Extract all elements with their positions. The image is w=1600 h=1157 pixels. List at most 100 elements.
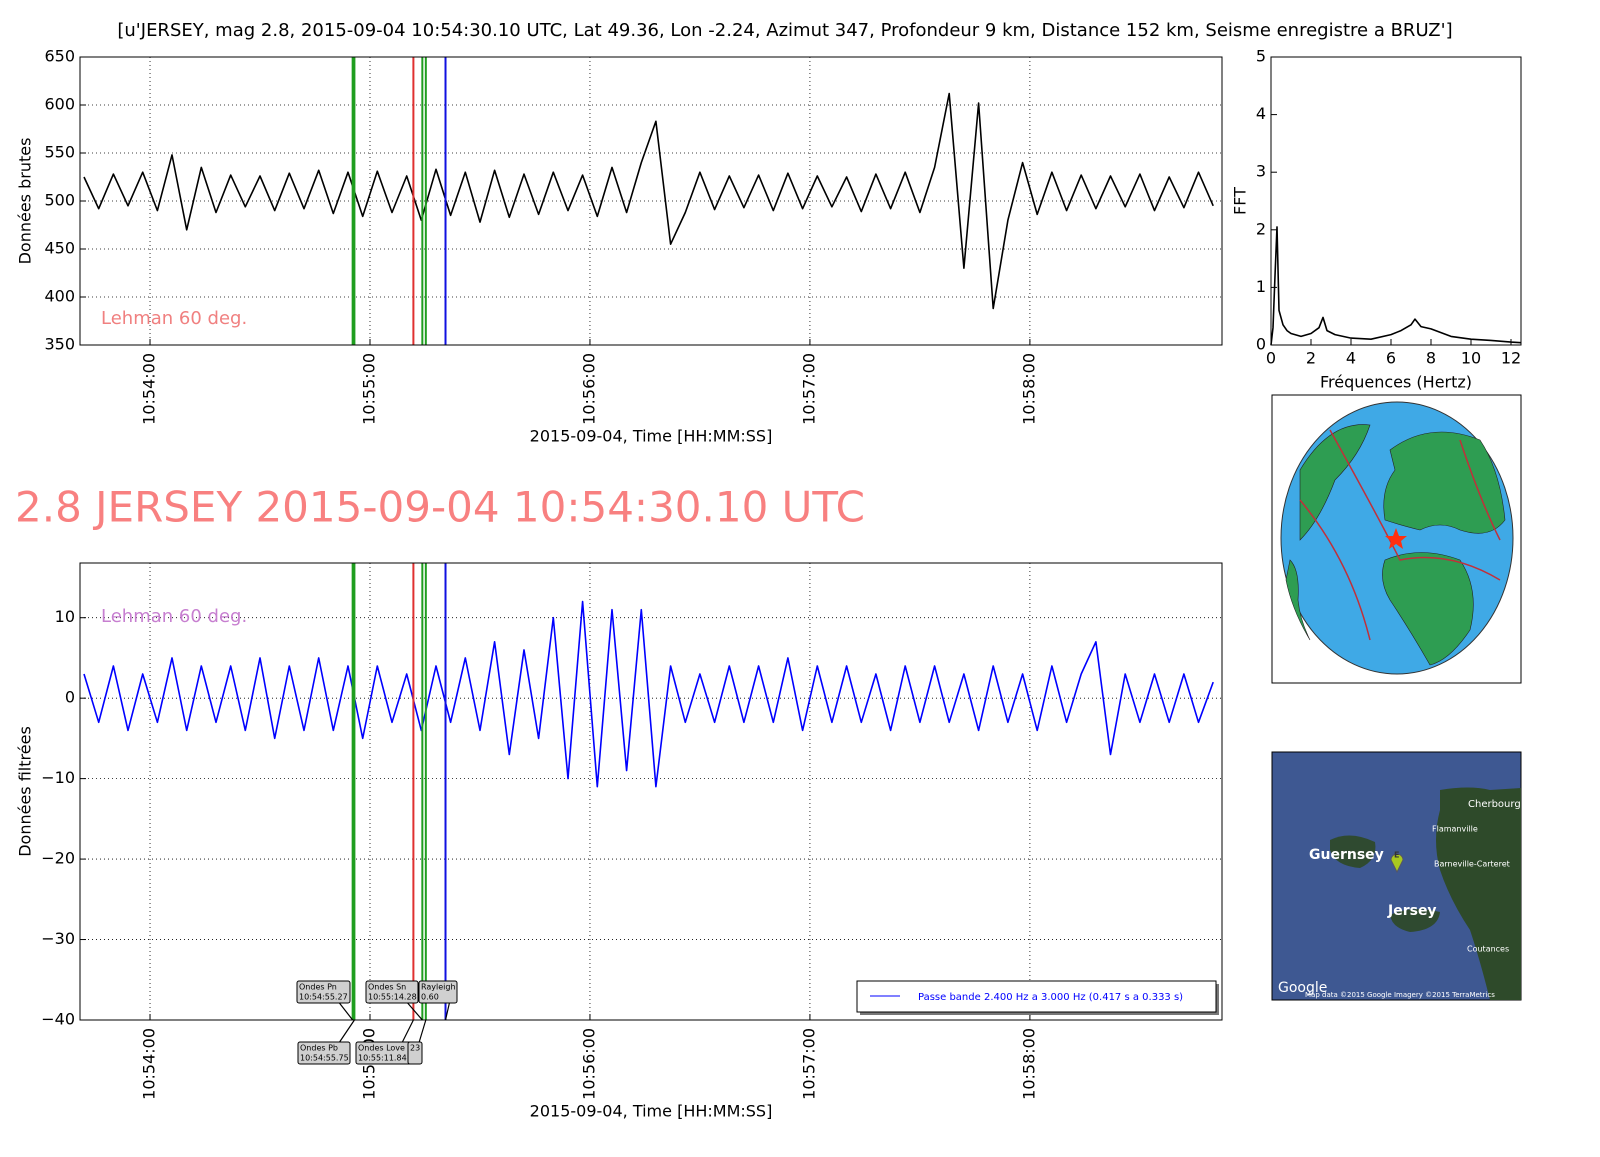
- epicenter-star: [1385, 528, 1407, 549]
- y-axis-label: FFT: [1231, 187, 1250, 215]
- phase-arrow: [338, 1002, 354, 1021]
- plot-area: [1271, 57, 1521, 345]
- plate-boundary: [1299, 429, 1501, 641]
- y-tick-label: 0: [65, 688, 75, 707]
- map-panel: [1271, 751, 1522, 1001]
- land: [1285, 559, 1311, 641]
- map-label: Google: [1278, 980, 1327, 996]
- x-tick-label: 0: [1266, 349, 1276, 368]
- map-label: Jersey: [1387, 903, 1437, 919]
- x-tick-label: 10: [1461, 349, 1481, 368]
- phase-arrow: [407, 1002, 423, 1021]
- phase-label: Ondes Love: [358, 1044, 405, 1053]
- land: [1436, 787, 1521, 1000]
- phase-arrow: [401, 1019, 414, 1043]
- y-axis-label: Données brutes: [16, 138, 35, 265]
- annotation: Lehman 60 deg.: [101, 308, 247, 329]
- y-tick-label: −10: [41, 768, 75, 787]
- plot-frame: [79, 56, 1223, 346]
- x-tick-label: 10:55:00: [359, 353, 378, 425]
- legend-label: Passe bande 2.400 Hz a 3.000 Hz (0.417 s…: [918, 992, 1183, 1003]
- legend: [856, 980, 1217, 1013]
- y-tick-label: −20: [41, 849, 75, 868]
- phase-label: 10:54:55.27: [299, 993, 348, 1002]
- phase-label-box: [407, 1041, 423, 1065]
- plot-area: [80, 57, 1222, 345]
- data-line: [83, 92, 1214, 310]
- x-tick-label: 10:56:00: [579, 1028, 598, 1100]
- y-tick-label: 550: [44, 143, 75, 162]
- phase-arrow: [444, 1002, 450, 1021]
- x-tick-label: 12: [1501, 349, 1521, 368]
- phase-label: Ondes Pn: [299, 983, 337, 992]
- y-tick-label: 5: [1256, 47, 1266, 66]
- map-label: Coutances: [1467, 945, 1509, 954]
- phase-label: 10:54:55.75: [300, 1054, 349, 1063]
- phase-arrow: [339, 1019, 355, 1043]
- x-tick-label: 2: [1306, 349, 1316, 368]
- x-axis-label: Fréquences (Hertz): [1320, 373, 1472, 392]
- y-axis-label: Données filtrées: [16, 726, 35, 857]
- x-tick-label: 8: [1426, 349, 1436, 368]
- map-label: Cherbourg: [1468, 799, 1521, 810]
- y-tick-label: 4: [1256, 104, 1266, 123]
- y-tick-label: 2: [1256, 219, 1266, 238]
- annotation: Lehman 60 deg.: [101, 606, 247, 627]
- x-tick-label: 10:54:00: [140, 353, 159, 425]
- land: [1383, 431, 1506, 534]
- y-tick-label: 400: [44, 287, 75, 306]
- x-axis-label: 2015-09-04, Time [HH:MM:SS]: [530, 427, 773, 446]
- phase-label-box: [296, 980, 351, 1004]
- x-axis-label: 2015-09-04, Time [HH:MM:SS]: [530, 1102, 773, 1121]
- suptitle: [u'JERSEY, mag 2.8, 2015-09-04 10:54:30.…: [117, 20, 1452, 41]
- phase-arrow: [418, 1019, 427, 1043]
- y-tick-label: 500: [44, 191, 75, 210]
- data-line: [1270, 226, 1522, 346]
- y-tick-label: 650: [44, 47, 75, 66]
- y-tick-label: 450: [44, 239, 75, 258]
- x-tick-label: 10:58:00: [1019, 1028, 1038, 1100]
- phase-label: Ondes Sn: [368, 983, 406, 992]
- y-tick-label: 3: [1256, 162, 1266, 181]
- y-tick-label: 0: [1256, 335, 1266, 354]
- plot-frame: [79, 562, 1223, 1021]
- x-tick-label: 10:54:00: [140, 1028, 159, 1100]
- globe-panel: [1271, 394, 1522, 684]
- phase-label-box: [418, 980, 458, 1004]
- y-tick-label: 350: [44, 335, 75, 354]
- phase-label: Rayleigh: [421, 983, 456, 992]
- y-tick-label: 10: [55, 607, 75, 626]
- phase-label: 10:55:11.84: [358, 1054, 407, 1063]
- plot-area: [80, 563, 1222, 1020]
- y-tick-label: −40: [41, 1010, 75, 1029]
- phase-label: 23: [410, 1044, 420, 1053]
- y-tick-label: −30: [41, 929, 75, 948]
- x-tick-label: 10:56:00: [579, 353, 598, 425]
- headline: 2.8 JERSEY 2015-09-04 10:54:30.10 UTC: [15, 483, 865, 532]
- map-label: Map data ©2015 Google Imagery ©2015 Terr…: [1305, 991, 1495, 999]
- x-tick-label: 6: [1386, 349, 1396, 368]
- land: [1390, 909, 1440, 932]
- land: [1330, 835, 1376, 868]
- phase-label-box: [365, 980, 419, 1004]
- phase-label: 0.60: [421, 993, 439, 1002]
- data-line: [83, 600, 1214, 788]
- x-tick-label: 4: [1346, 349, 1356, 368]
- y-tick-label: 1: [1256, 277, 1266, 296]
- x-tick-label: 10:58:00: [1019, 353, 1038, 425]
- phase-label-box: [297, 1041, 351, 1065]
- map-label: Flamanville: [1432, 825, 1478, 834]
- phase-label: 10:55:14.28: [368, 993, 417, 1002]
- x-tick-label: 10:57:00: [799, 1028, 818, 1100]
- map-label: Guernsey: [1309, 847, 1384, 863]
- map-label: Barneville-Carteret: [1434, 860, 1510, 869]
- map-pin: [1390, 853, 1404, 874]
- plot-frame: [1270, 56, 1522, 346]
- x-tick-label: 10:57:00: [799, 353, 818, 425]
- y-tick-label: 600: [44, 95, 75, 114]
- land: [1299, 424, 1371, 541]
- land: [1382, 552, 1474, 666]
- map-label: E: [1394, 851, 1399, 860]
- phase-label: Ondes Pb: [300, 1044, 338, 1053]
